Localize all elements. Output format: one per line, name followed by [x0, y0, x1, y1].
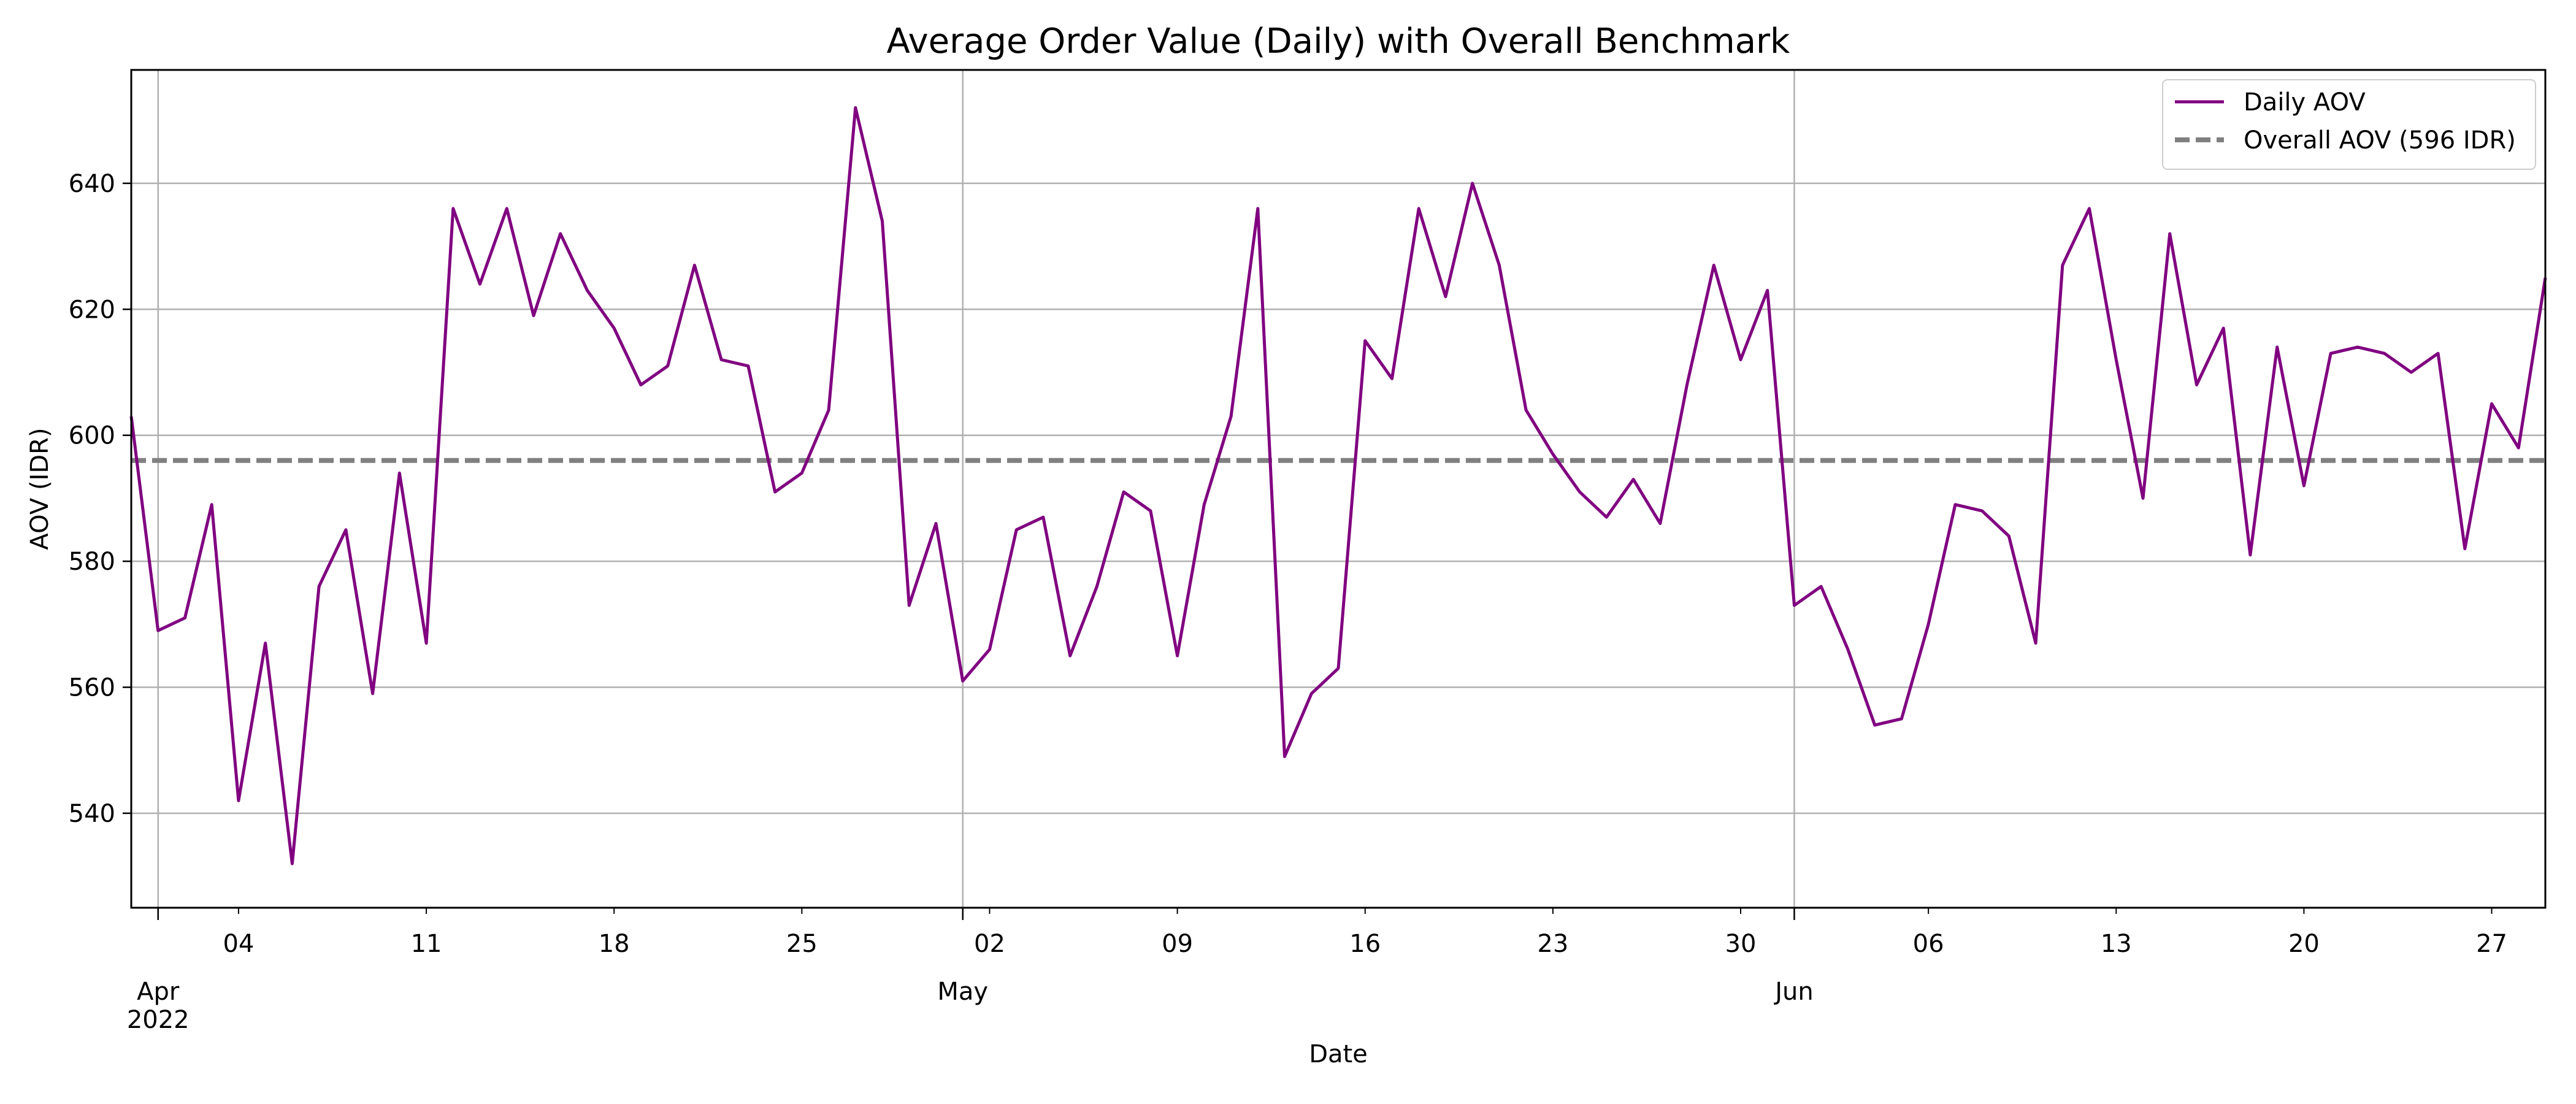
y-tick-label: 620	[69, 296, 115, 324]
x-minor-tick-label: 09	[1162, 930, 1193, 958]
grid-layer	[131, 70, 2545, 908]
y-tick-label: 580	[69, 548, 115, 576]
x-minor-tick-label: 06	[1913, 930, 1944, 958]
x-minor-tick-label: 04	[223, 930, 254, 958]
x-major-tick-label: May	[937, 978, 988, 1006]
x-minor-tick-label: 23	[1537, 930, 1568, 958]
x-minor-tick-label: 18	[599, 930, 630, 958]
y-tick-label: 560	[69, 674, 115, 702]
x-minor-tick-label: 02	[974, 930, 1005, 958]
y-tick-label: 640	[69, 170, 115, 198]
legend-box	[2162, 79, 2536, 170]
x-major-tick-label: Apr	[137, 978, 180, 1006]
plot-frame	[130, 69, 2547, 909]
legend: Daily AOV Overall AOV (596 IDR)	[2162, 79, 2536, 170]
legend-label-daily-aov: Daily AOV	[2244, 88, 2366, 117]
series-layer	[129, 106, 2547, 865]
y-tick-label: 600	[69, 422, 115, 450]
x-minor-tick-label: 11	[411, 930, 442, 958]
x-minor-tick-label: 13	[2101, 930, 2132, 958]
x-minor-tick-label: 16	[1349, 930, 1381, 958]
x-axis-title: Date	[1309, 1040, 1368, 1068]
x-year-label: 2022	[127, 1006, 190, 1034]
x-minor-tick-label: 30	[1725, 930, 1757, 958]
chart-title: Average Order Value (Daily) with Overall…	[887, 21, 1791, 61]
legend-label-overall-aov: Overall AOV (596 IDR)	[2244, 126, 2516, 155]
x-minor-tick-label: 25	[786, 930, 818, 958]
daily-aov-line	[129, 106, 2547, 865]
x-minor-tick-label: 20	[2288, 930, 2320, 958]
ticks-layer: 540 560 580 600 620 640 04 11 18 25 02 09 16 23 30 06 13…	[69, 170, 2507, 1034]
x-minor-tick-label: 27	[2476, 930, 2507, 958]
y-axis-title: AOV (IDR)	[26, 427, 54, 550]
x-major-tick-label: Jun	[1773, 978, 1814, 1006]
y-tick-label: 540	[69, 800, 115, 828]
